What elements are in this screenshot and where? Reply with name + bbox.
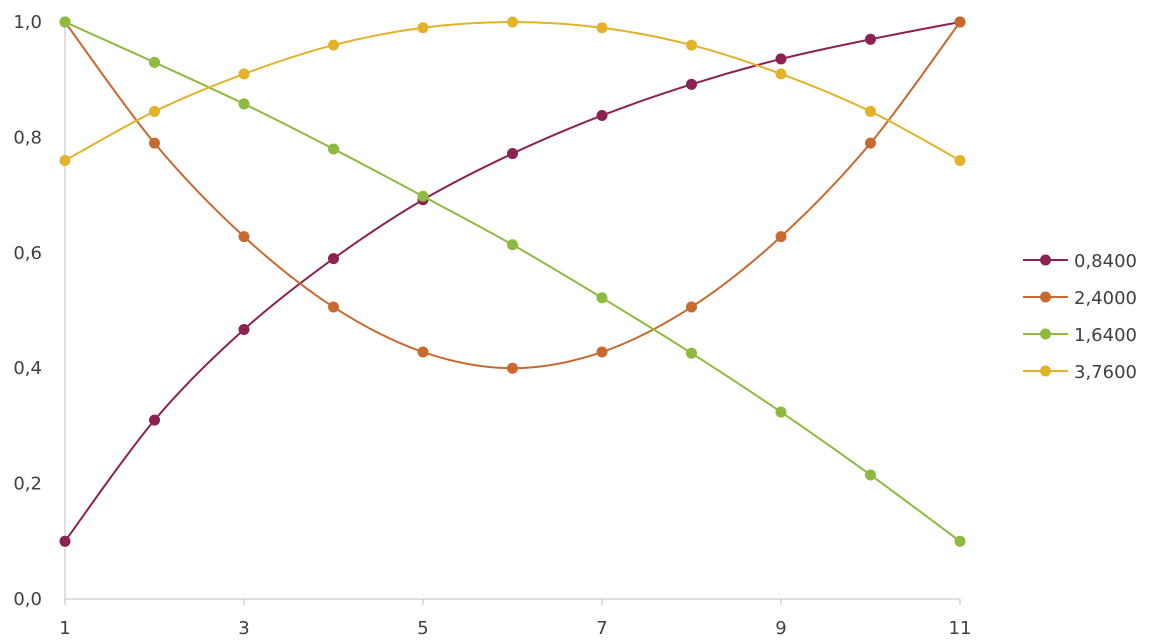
- data-point: [865, 105, 876, 117]
- x-tick-label: 11: [949, 618, 972, 639]
- legend-label: 1,6400: [1074, 325, 1137, 346]
- data-point: [59, 154, 71, 166]
- legend-item: 1,6400: [1023, 325, 1137, 346]
- series-line: [64, 21, 961, 370]
- legend-marker: [1040, 365, 1051, 377]
- data-point: [59, 535, 71, 547]
- series-1: [59, 16, 966, 547]
- data-point: [328, 301, 339, 313]
- legend-marker: [1040, 328, 1051, 340]
- data-point: [238, 98, 250, 110]
- data-point: [417, 346, 429, 358]
- series-line: [64, 21, 961, 543]
- legend-item: 3,7600: [1023, 362, 1137, 383]
- legend: 0,8400 2,4000 1,6400 3,7600: [1023, 251, 1137, 383]
- data-point: [596, 22, 608, 34]
- series-line: [64, 21, 961, 542]
- data-point: [954, 16, 966, 28]
- data-point: [865, 469, 876, 481]
- data-point: [417, 22, 429, 34]
- data-point: [865, 33, 876, 45]
- series-2: [59, 16, 966, 374]
- data-point: [149, 105, 160, 117]
- y-tick-label: 0,2: [13, 474, 42, 495]
- data-point: [238, 231, 250, 243]
- x-tick-label: 1: [59, 618, 70, 639]
- legend-marker: [1040, 291, 1051, 303]
- legend-item: 0,8400: [1023, 251, 1137, 272]
- series-layer: [59, 16, 966, 547]
- x-tick-label: 3: [238, 618, 249, 639]
- data-point: [507, 148, 518, 160]
- axes: 0,0 0,2 0,4 0,6 0,8 1,0 1 3 5 7 9 11: [13, 12, 971, 639]
- data-point: [507, 239, 518, 251]
- data-point: [686, 347, 697, 359]
- data-point: [507, 362, 518, 374]
- data-point: [149, 414, 160, 426]
- data-point: [775, 53, 787, 65]
- data-point: [954, 154, 966, 166]
- legend-label: 0,8400: [1074, 251, 1137, 272]
- data-point: [775, 68, 787, 80]
- legend-label: 2,4000: [1074, 288, 1137, 309]
- data-point: [328, 39, 339, 51]
- data-point: [865, 137, 876, 149]
- x-tick-label: 9: [775, 618, 786, 639]
- data-point: [417, 190, 429, 202]
- y-tick-label: 0,4: [13, 358, 42, 379]
- data-point: [775, 406, 787, 418]
- data-point: [686, 301, 697, 313]
- data-point: [686, 78, 697, 90]
- series-line: [64, 20, 961, 162]
- data-point: [59, 16, 71, 28]
- series-3: [59, 16, 966, 547]
- data-point: [238, 68, 250, 80]
- data-point: [596, 346, 608, 358]
- data-point: [507, 16, 518, 28]
- data-point: [149, 56, 160, 68]
- data-point: [775, 231, 787, 243]
- data-point: [149, 137, 160, 149]
- x-tick-label: 5: [417, 618, 428, 639]
- y-tick-label: 0,6: [13, 243, 42, 264]
- data-point: [954, 535, 966, 547]
- y-tick-label: 0,0: [13, 589, 42, 610]
- data-point: [238, 324, 250, 336]
- series-4: [59, 16, 966, 166]
- legend-item: 2,4000: [1023, 288, 1137, 309]
- data-point: [328, 143, 339, 155]
- data-point: [596, 109, 608, 121]
- data-point: [328, 253, 339, 265]
- y-tick-label: 1,0: [13, 12, 42, 33]
- legend-marker: [1040, 254, 1051, 266]
- legend-label: 3,7600: [1074, 362, 1137, 383]
- x-tick-label: 7: [596, 618, 607, 639]
- data-point: [596, 292, 608, 304]
- data-point: [686, 39, 697, 51]
- y-tick-label: 0,8: [13, 127, 42, 148]
